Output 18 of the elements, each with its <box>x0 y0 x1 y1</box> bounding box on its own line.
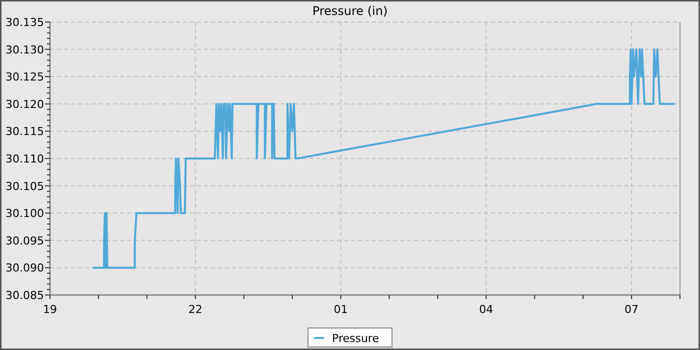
y-tick-label: 30.120 <box>6 98 44 111</box>
y-tick-label: 30.125 <box>6 70 44 84</box>
x-tick-label: 07 <box>624 303 639 316</box>
y-tick-label: 30.090 <box>6 262 44 275</box>
x-tick-label: 19 <box>43 303 57 316</box>
chart-title: Pressure (in) <box>312 4 388 18</box>
y-tick-label: 30.115 <box>6 125 44 138</box>
x-tick-label: 04 <box>479 303 494 316</box>
y-tick-label: 30.095 <box>6 234 44 248</box>
y-tick-label: 30.105 <box>6 180 44 193</box>
x-tick-label: 22 <box>188 303 202 316</box>
y-tick-label: 30.100 <box>6 207 44 220</box>
y-tick-label: 30.085 <box>6 289 44 302</box>
y-tick-label: 30.110 <box>6 152 44 166</box>
y-tick-label: 30.135 <box>6 16 44 29</box>
legend-label: Pressure <box>332 332 380 345</box>
y-tick-label: 30.130 <box>6 43 44 56</box>
x-tick-label: 01 <box>334 303 348 316</box>
